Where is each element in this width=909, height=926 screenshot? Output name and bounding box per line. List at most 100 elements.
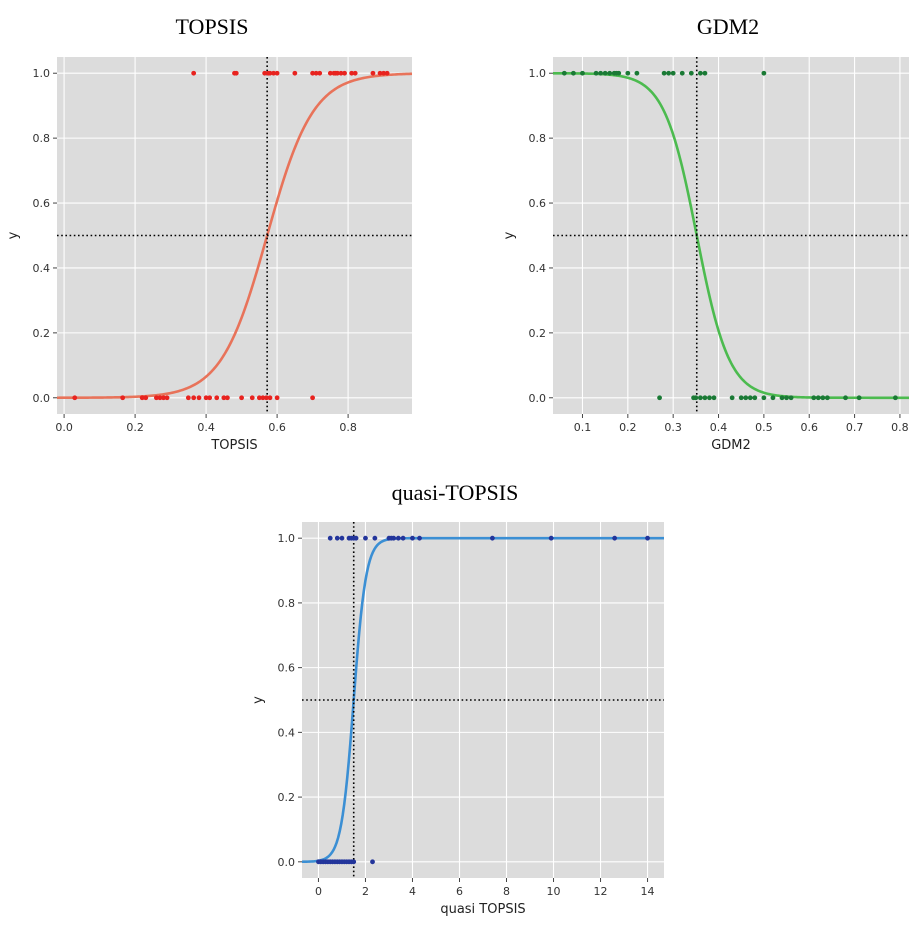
data-point: [580, 70, 585, 76]
x-axis-label: quasi TOPSIS: [440, 902, 525, 917]
x-tick-label: 0.1: [574, 421, 592, 434]
data-point: [784, 395, 789, 401]
plot-svg: 0.1 0.2 0.3 0.4 0.5 0.6 0.7 0.8 0.0 0.2 0.4 0.6 0.8 1…: [502, 57, 909, 453]
data-point: [185, 395, 191, 401]
data-point: [363, 535, 368, 541]
x-tick-label: 8: [503, 885, 510, 898]
data-point: [327, 535, 333, 541]
data-point: [598, 70, 604, 76]
x-tick-label: 14: [641, 885, 655, 898]
chart-title: quasi-TOPSIS: [391, 480, 519, 505]
y-tick-label: 0.0: [529, 392, 547, 405]
data-point: [196, 395, 202, 401]
data-point: [811, 395, 817, 401]
y-axis-label: y: [251, 696, 266, 704]
x-tick-label: 0.0: [55, 421, 73, 434]
data-point: [747, 395, 753, 401]
data-point: [645, 535, 650, 541]
data-point: [625, 70, 631, 76]
x-tick-label: 12: [594, 885, 608, 898]
data-point: [634, 70, 640, 76]
data-point: [327, 70, 333, 76]
data-point: [207, 395, 213, 401]
data-point: [317, 70, 323, 76]
data-point: [370, 70, 376, 76]
y-tick-label: 0.2: [278, 791, 296, 804]
data-point: [203, 395, 209, 401]
data-point: [191, 395, 197, 401]
data-point: [381, 70, 386, 76]
x-tick-label: 2: [362, 885, 369, 898]
data-point: [334, 535, 340, 541]
data-point: [697, 395, 703, 401]
data-point: [313, 70, 319, 76]
data-point: [384, 70, 390, 76]
data-point: [400, 535, 406, 541]
data-point: [267, 395, 273, 401]
data-point: [262, 70, 268, 76]
chart-title: GDM2: [696, 14, 760, 39]
data-point: [377, 70, 383, 76]
data-point: [657, 395, 662, 401]
data-point: [161, 395, 166, 401]
x-tick-label: 0.6: [268, 421, 286, 434]
data-point: [612, 535, 618, 541]
data-point: [139, 395, 145, 401]
data-point: [72, 395, 78, 401]
data-point: [267, 70, 273, 76]
data-point: [191, 70, 197, 76]
data-point: [761, 395, 767, 401]
data-point: [815, 395, 821, 401]
x-tick-label: 0.6: [800, 421, 818, 434]
chart-title: TOPSIS: [175, 14, 249, 39]
x-tick-label: 0.3: [664, 421, 682, 434]
data-point: [339, 535, 345, 541]
data-point: [120, 395, 126, 401]
y-tick-label: 0.4: [529, 262, 547, 275]
data-point: [688, 70, 694, 76]
data-point: [824, 395, 830, 401]
data-point: [274, 395, 280, 401]
x-tick-label: 4: [409, 885, 416, 898]
data-point: [260, 395, 266, 401]
data-point: [154, 395, 159, 401]
data-point: [310, 395, 315, 401]
y-axis-label: y: [502, 231, 517, 239]
data-point: [661, 70, 667, 76]
data-point: [256, 395, 262, 401]
y-tick-label: 1.0: [529, 67, 547, 80]
y-tick-label: 0.4: [33, 262, 51, 275]
data-point: [225, 395, 230, 401]
x-tick-label: 0: [315, 885, 322, 898]
y-tick-label: 0.4: [278, 726, 296, 739]
data-point: [342, 70, 347, 76]
data-point: [391, 535, 397, 541]
data-point: [702, 395, 708, 401]
data-point: [670, 70, 676, 76]
y-tick-label: 0.8: [529, 132, 547, 145]
data-point: [571, 70, 576, 76]
data-point: [214, 395, 220, 401]
y-tick-label: 0.6: [33, 197, 51, 210]
data-point: [892, 395, 898, 401]
data-point: [752, 395, 758, 401]
data-point: [335, 70, 340, 76]
data-point: [271, 70, 276, 76]
data-point: [697, 70, 703, 76]
y-axis-label: y: [6, 231, 21, 239]
data-point: [417, 535, 422, 541]
x-tick-label: 0.2: [619, 421, 637, 434]
data-point: [770, 395, 776, 401]
data-point: [761, 70, 767, 76]
data-point: [788, 395, 794, 401]
data-point: [561, 70, 567, 76]
chart-gdm2: GDM2 0.1 0.2 0.3 0.4 0.5 0.6 0.7 0.8 0.0 0.2 0.4 0.…: [455, 0, 909, 470]
data-point: [143, 395, 149, 401]
x-tick-label: 0.7: [846, 421, 864, 434]
x-tick-label: 0.4: [197, 421, 215, 434]
data-point: [548, 535, 554, 541]
data-point: [310, 70, 315, 76]
data-point: [351, 859, 357, 865]
x-tick-label: 0.2: [126, 421, 144, 434]
x-axis-label: GDM2: [711, 438, 751, 453]
